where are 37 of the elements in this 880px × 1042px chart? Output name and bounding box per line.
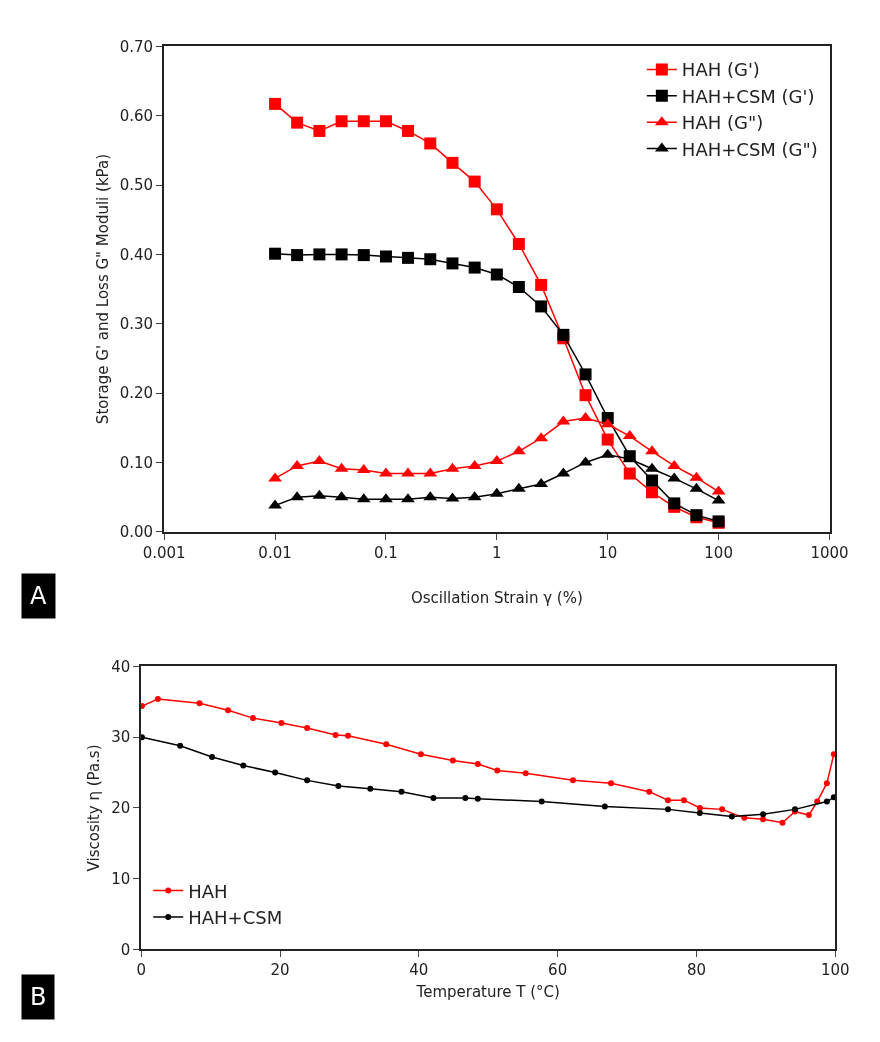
x-tick-label: 80 (686, 961, 706, 980)
y-tick-label: 0.60 (119, 106, 154, 125)
x-tick-label: 20 (270, 961, 290, 980)
x-tick-label: 100 (704, 543, 733, 562)
y-tick-label: 0.20 (119, 384, 154, 403)
y-tick-label: 0.70 (119, 37, 154, 56)
legend-label: HAH (188, 880, 228, 902)
y-tick-label: 0.00 (119, 523, 154, 542)
x-tick-label: 1000 (810, 543, 849, 562)
x-tick-label: 0.01 (258, 543, 292, 562)
x-axis-title: Oscillation Strain γ (%) (410, 589, 583, 608)
x-tick-label: 1 (492, 543, 502, 562)
legend-label: HAH (G') (681, 59, 760, 81)
x-tick-label: 0.1 (374, 543, 398, 562)
x-tick-label: 10 (598, 543, 618, 562)
y-tick-label: 0.50 (119, 176, 154, 195)
text: A (30, 582, 47, 610)
x-tick-label: 60 (548, 961, 568, 980)
y-tick-label: 40 (111, 657, 131, 676)
legend-label: HAH+CSM (G") (681, 138, 818, 160)
y-tick-label: 30 (111, 728, 131, 747)
legend-label: HAH (G") (681, 112, 764, 134)
x-tick-label: 100 (820, 961, 850, 980)
y-tick-label: 0.30 (119, 315, 154, 333)
y-tick-label: 10 (111, 869, 131, 888)
y-axis-title: Viscosity η (Pa.s) (84, 744, 103, 872)
y-axis-title: Storage G' and Loss G" Moduli (kPa) (93, 154, 112, 425)
legend-label: HAH+CSM (188, 906, 283, 928)
y-tick-label: 0 (120, 940, 131, 959)
y-tick-label: 20 (111, 799, 131, 818)
x-axis-title: Temperature T (°C) (415, 982, 560, 1001)
y-tick-label: 0.40 (119, 245, 154, 264)
legend-label: HAH+CSM (G') (681, 85, 815, 107)
x-tick-label: 0.001 (142, 543, 186, 562)
text: B (30, 983, 47, 1011)
x-tick-label: 40 (409, 961, 429, 980)
y-tick-label: 0.10 (119, 453, 154, 472)
